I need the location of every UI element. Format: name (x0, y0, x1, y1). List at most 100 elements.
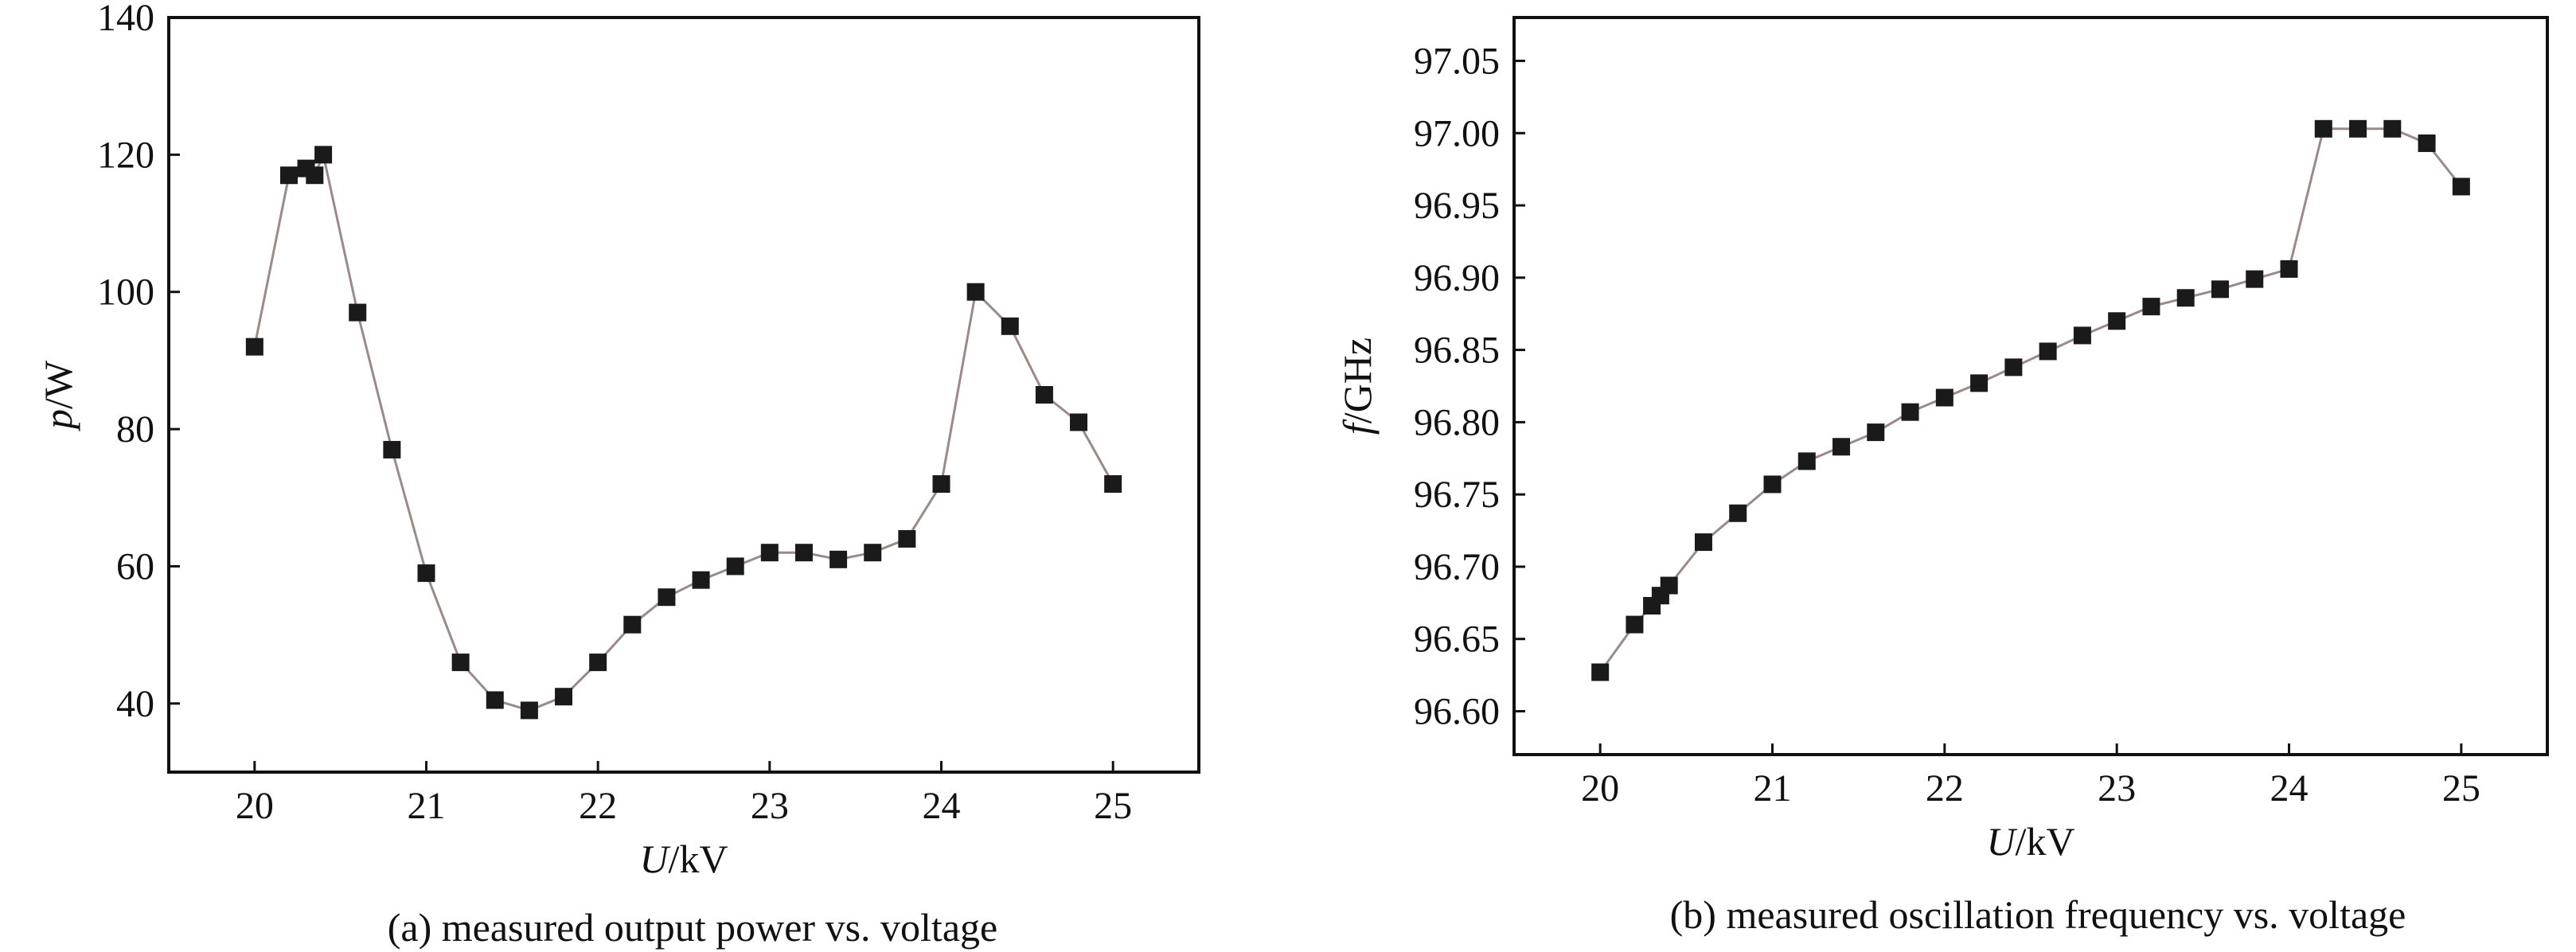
svg-text:f/GHz: f/GHz (1335, 337, 1380, 435)
panel-a-ticks: 20 21 22 23 24 25 40 60 80 100 120 140 (97, 0, 1132, 827)
panel-a-x-tick-label: 23 (751, 785, 789, 827)
panel-b-data-point (1867, 423, 1885, 442)
panel-b-data-point (2176, 289, 2195, 307)
panel-a-plot-frame (167, 16, 1200, 774)
panel-a-data-point (1035, 386, 1053, 404)
panel-b-data-point (2314, 119, 2332, 138)
panel-a-series (245, 146, 1122, 720)
panel-b-data-point (2073, 326, 2091, 345)
panel-b-y-axis-label: f/GHz (1335, 337, 1380, 435)
panel-b-x-symbol: U (1986, 819, 2017, 864)
panel-b-x-unit: /kV (2016, 819, 2075, 864)
panel-b-series (1591, 119, 2470, 681)
panel-b-y-tick-label: 96.75 (1414, 474, 1500, 516)
panel-a-data-point (898, 529, 916, 548)
panel-a-data-point (1104, 475, 1122, 494)
panel-a-caption: (a) measured output power vs. voltage (388, 905, 997, 950)
panel-b-y-tick-label: 97.00 (1414, 112, 1500, 154)
panel-a-y-axis-label: p/W (36, 360, 80, 431)
panel-b-data-point (1729, 504, 1747, 522)
panel-a-data-point (692, 571, 710, 589)
panel-b-data-point (1832, 438, 1851, 456)
panel-a-data-point (314, 146, 333, 164)
panel-b-data-point (2004, 358, 2023, 377)
panel-a-y-symbol: p (36, 409, 80, 431)
panel-a-x-axis-label: U/kV (639, 837, 728, 881)
panel-b-x-axis-label: U/kV (1986, 819, 2074, 864)
panel-b-frequency-chart: 20 21 22 23 24 25 96.60 96.65 96.70 96.75 96.80 96.… (1335, 16, 2549, 937)
panel-a-data-point (1001, 317, 1019, 335)
panel-b-data-point (2246, 270, 2264, 288)
panel-a-data-point (245, 337, 263, 356)
panel-a-series-line (253, 150, 1114, 712)
panel-b-y-tick-label: 96.90 (1414, 257, 1500, 299)
panel-b-data-point (1797, 452, 1816, 470)
panel-a-data-point (1070, 413, 1088, 431)
panel-a-data-point (451, 654, 470, 672)
panel-a-x-tick-label: 25 (1094, 785, 1132, 827)
panel-a-x-tick-label: 21 (408, 785, 446, 827)
panel-b-data-point (1626, 615, 1644, 634)
panel-b-data-point (1694, 533, 1712, 552)
panel-b-data-point (2108, 312, 2126, 330)
panel-b-data-point (2452, 178, 2470, 196)
panel-b-data-point (1660, 576, 1678, 595)
panel-a-x-unit: /kV (669, 837, 728, 881)
panel-a-data-point (794, 544, 813, 562)
svg-text:U/kV: U/kV (639, 837, 728, 881)
panel-b-data-point (2039, 342, 2057, 361)
panel-a-y-tick-label: 120 (97, 134, 154, 176)
panel-a-y-unit: /W (36, 360, 80, 409)
panel-a-y-tick-label: 60 (116, 545, 154, 587)
panel-b-x-tick-label: 20 (1581, 767, 1619, 810)
panel-b-data-point (2349, 119, 2367, 138)
panel-b-y-tick-label: 96.85 (1414, 330, 1500, 372)
panel-b-x-tick-label: 25 (2442, 767, 2480, 810)
panel-b-data-point (2211, 280, 2229, 298)
panel-a-data-point (726, 557, 744, 575)
panel-a-y-tick-label: 40 (116, 683, 154, 725)
panel-b-y-tick-label: 96.80 (1414, 401, 1500, 443)
panel-b-data-point (1763, 475, 1782, 494)
panel-a-data-point (555, 688, 573, 706)
panel-a-data-point (520, 701, 538, 720)
panel-b-y-tick-label: 96.70 (1414, 546, 1500, 588)
panel-a-data-point (864, 544, 882, 562)
panel-b-y-tick-label: 96.95 (1414, 185, 1500, 227)
panel-a-data-point (623, 615, 642, 634)
panel-a-data-point (966, 283, 985, 301)
panel-a-data-point (658, 588, 676, 607)
panel-a-data-point (383, 440, 401, 458)
panel-a-y-tick-label: 80 (116, 408, 154, 451)
panel-a-y-tick-label: 140 (97, 0, 154, 39)
panel-b-data-point (2383, 119, 2402, 138)
panel-a-data-point (349, 303, 367, 322)
panel-a-x-tick-label: 20 (236, 785, 274, 827)
panel-b-data-point (2280, 259, 2298, 278)
panel-b-data-point (2142, 298, 2160, 316)
panel-a-data-point (417, 564, 435, 583)
panel-a-data-point (279, 166, 298, 185)
panel-a-data-point (486, 691, 504, 709)
svg-text:U/kV: U/kV (1986, 819, 2074, 864)
panel-b-data-point (1935, 388, 1953, 407)
panel-b-x-tick-label: 22 (1926, 767, 1964, 810)
panel-b-x-tick-label: 21 (1754, 767, 1792, 810)
panel-b-data-point (2418, 134, 2436, 152)
panel-b-x-tick-label: 23 (2098, 767, 2136, 810)
panel-b-x-tick-label: 24 (2270, 767, 2309, 810)
panel-a-data-point (829, 550, 848, 568)
panel-b-data-point (1591, 663, 1610, 681)
panel-a-power-chart: 20 21 22 23 24 25 40 60 80 100 120 140 U/kV p/W (a)… (36, 0, 1200, 950)
panel-a-data-point (306, 166, 324, 185)
panel-b-series-line (1598, 127, 2462, 673)
panel-b-caption: (b) measured oscillation frequency vs. v… (1670, 892, 2406, 937)
panel-b-plot-frame (1512, 16, 2549, 756)
panel-b-y-tick-label: 96.65 (1414, 618, 1500, 661)
panel-b-y-unit: /GHz (1335, 337, 1380, 423)
panel-a-y-tick-label: 100 (97, 271, 154, 314)
panel-b-y-tick-label: 97.05 (1414, 40, 1500, 82)
panel-a-data-point (760, 544, 779, 562)
panel-a-x-tick-label: 22 (579, 785, 617, 827)
